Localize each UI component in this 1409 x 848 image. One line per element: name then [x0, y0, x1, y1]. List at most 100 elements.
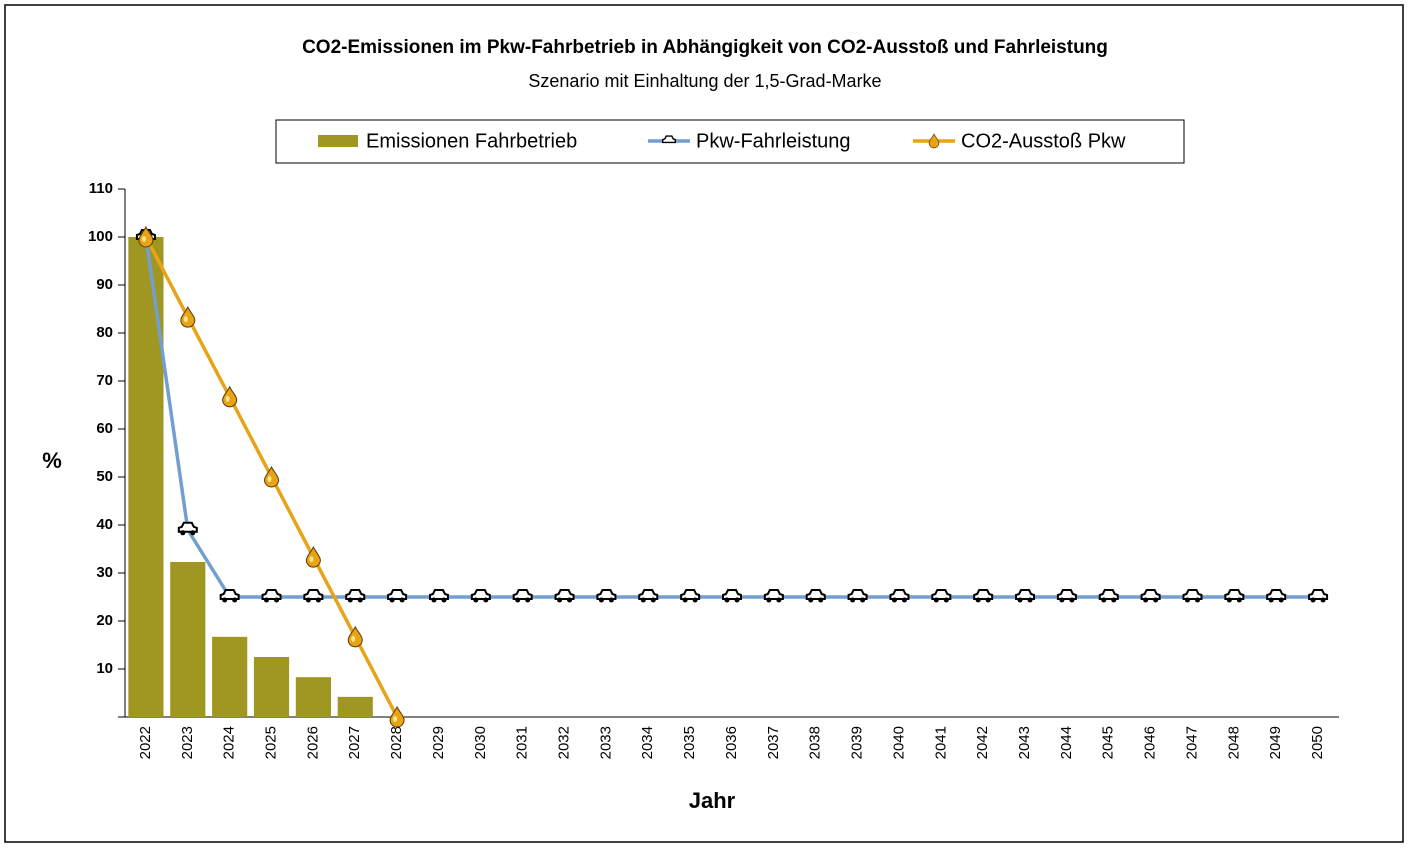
car-marker: [345, 589, 366, 603]
car-body: [763, 589, 784, 600]
legend: [275, 119, 1185, 164]
car-wheel: [1017, 597, 1023, 603]
drop: [928, 133, 940, 149]
car-wheel: [1153, 597, 1159, 603]
legend-label: CO2-Ausstoß Pkw: [961, 130, 1126, 152]
bar: [170, 561, 206, 717]
car-marker: [596, 589, 617, 603]
drop: [138, 225, 154, 248]
legend-label: Pkw-Fahrleistung: [696, 130, 851, 152]
car-body: [1015, 589, 1036, 600]
car-body: [261, 589, 282, 600]
drop-shine: [225, 395, 230, 402]
car-wheel: [515, 597, 521, 603]
x-tick-label: 2028: [388, 726, 405, 759]
car-wheel: [567, 597, 573, 603]
x-tick-label: 2027: [346, 726, 363, 759]
y-tick-label: 100: [88, 228, 113, 245]
x-tick-label: 2044: [1058, 726, 1075, 759]
car-wheel: [650, 597, 656, 603]
x-tick-label: 2049: [1267, 726, 1284, 759]
drop-marker: [264, 465, 280, 488]
car-marker: [1182, 589, 1203, 603]
drop-marker: [180, 306, 196, 328]
car-marker: [889, 589, 910, 603]
drop: [389, 705, 405, 728]
y-tick-label: 40: [96, 516, 113, 533]
legend-swatch: [318, 135, 358, 147]
x-tick-label: 2030: [472, 726, 489, 759]
car-wheel: [1059, 597, 1065, 603]
car-wheel: [1320, 597, 1326, 603]
car-wheel: [901, 597, 907, 603]
car-marker: [1098, 589, 1119, 603]
drop-shine: [309, 556, 314, 563]
x-tick-label: 2022: [137, 726, 154, 759]
x-tick-label: 2031: [514, 726, 531, 759]
car-wheel: [180, 530, 186, 536]
bar: [253, 657, 290, 717]
car-marker: [387, 589, 408, 603]
drop: [347, 625, 363, 648]
car-wheel: [891, 597, 897, 603]
bar: [128, 237, 164, 717]
drop-shine: [351, 635, 356, 642]
car-body: [470, 589, 491, 600]
drop: [305, 546, 321, 568]
y-tick-label: 60: [96, 420, 113, 437]
x-tick-label: 2046: [1142, 726, 1159, 759]
car-marker: [1015, 589, 1036, 603]
car-wheel: [1236, 597, 1242, 603]
car-wheel: [557, 597, 563, 603]
chart-title: CO2-Emissionen im Pkw-Fahrbetrieb in Abh…: [302, 37, 1108, 58]
x-tick-label: 2024: [221, 726, 238, 759]
car-wheel: [357, 597, 363, 603]
car-wheel: [1194, 597, 1200, 603]
car-body: [596, 589, 617, 600]
drop: [222, 385, 238, 408]
car-wheel: [1226, 597, 1232, 603]
x-tick-label: 2032: [556, 726, 573, 759]
car-wheel: [682, 597, 688, 603]
x-tick-label: 2039: [849, 726, 866, 759]
car-wheel: [264, 597, 270, 603]
y-tick-label: 10: [96, 660, 113, 677]
x-tick-label: 2033: [597, 726, 614, 759]
car-body: [1266, 589, 1287, 600]
car-wheel: [1101, 597, 1107, 603]
car-wheel: [1268, 597, 1274, 603]
car-body: [1308, 589, 1329, 600]
drop-marker: [347, 625, 363, 648]
car-marker: [931, 589, 952, 603]
drop-shine: [141, 236, 146, 242]
legend-marker: [662, 135, 676, 144]
car-wheel: [985, 597, 991, 603]
car-body: [931, 589, 952, 600]
car-wheel: [734, 597, 740, 603]
car-wheel: [818, 597, 824, 603]
x-tick-label: 2050: [1309, 726, 1326, 759]
x-tick-label: 2047: [1183, 726, 1200, 759]
car-wheel: [808, 597, 814, 603]
y-tick-label: 70: [96, 372, 113, 389]
drop-marker: [138, 225, 154, 248]
car-marker: [1056, 589, 1077, 603]
car-body: [805, 589, 826, 600]
car-wheel: [1184, 597, 1190, 603]
car-marker: [512, 589, 533, 603]
car-wheel: [473, 597, 479, 603]
y-tick-label: 90: [96, 276, 113, 293]
x-tick-label: 2048: [1225, 726, 1242, 759]
car-body: [1098, 589, 1119, 600]
car-wheel: [860, 597, 866, 603]
x-tick-label: 2038: [807, 726, 824, 759]
car-marker: [638, 589, 659, 603]
car-wheel: [850, 597, 856, 603]
car-wheel: [943, 597, 949, 603]
car-body: [554, 589, 575, 600]
drop: [180, 306, 196, 328]
car-wheel: [1027, 597, 1033, 603]
car-body: [722, 589, 742, 600]
car-wheel: [347, 597, 353, 603]
